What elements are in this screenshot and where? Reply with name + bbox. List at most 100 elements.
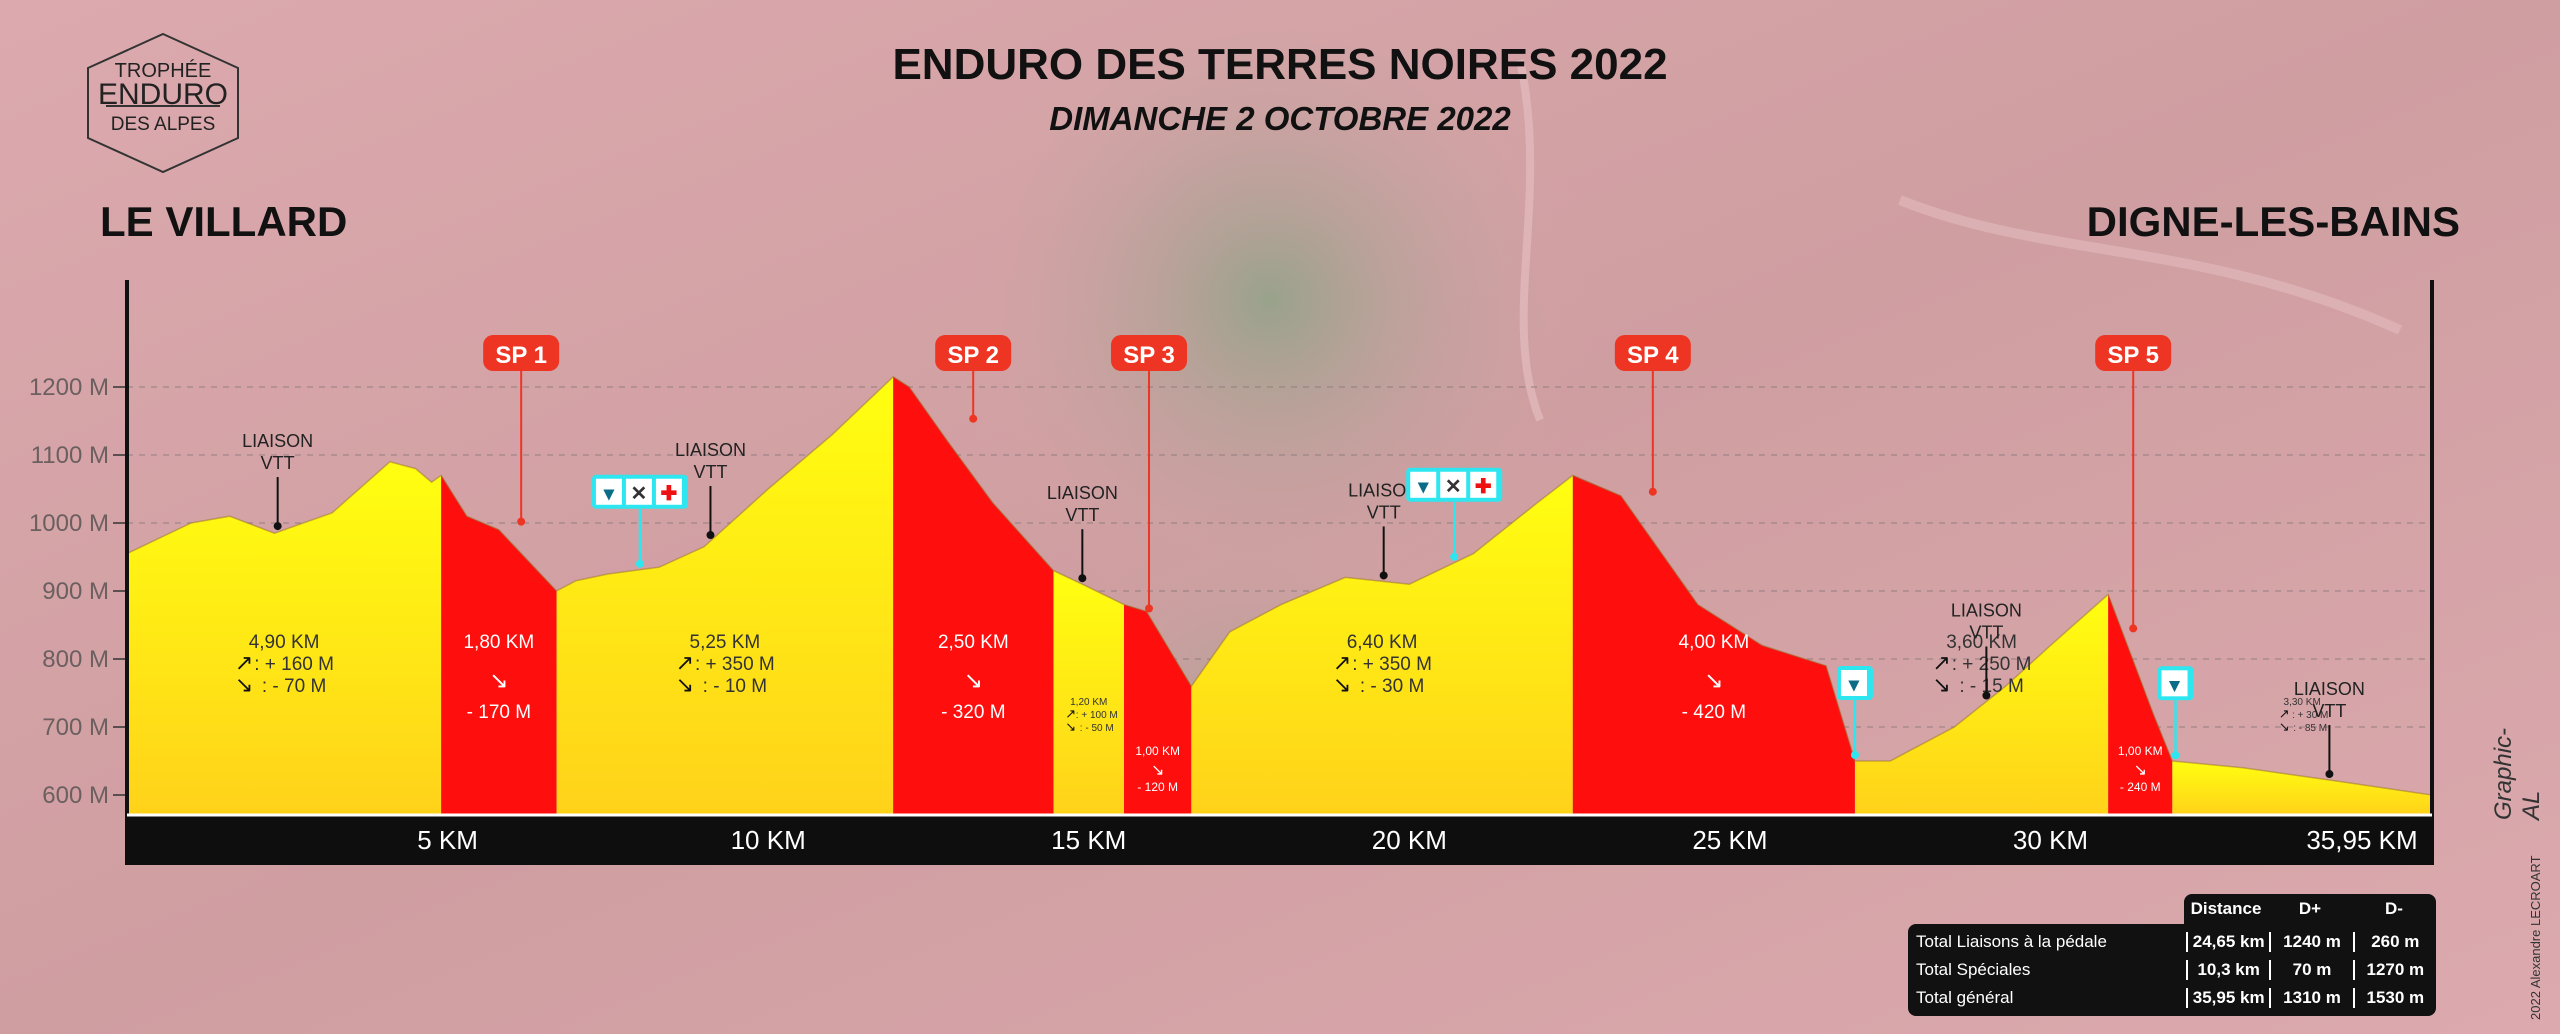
aid-pointer-dot xyxy=(1450,552,1459,561)
descent-arrow: ↘ xyxy=(676,672,694,697)
y-tick-label: 1200 M xyxy=(29,374,109,401)
special-distance: 1,00 KM xyxy=(1135,744,1180,758)
summary-header-distance: Distance xyxy=(2190,899,2262,918)
y-tick-label: 1100 M xyxy=(31,442,109,469)
liaison-label: LIAISON xyxy=(1047,483,1118,503)
special-segment xyxy=(441,475,557,815)
x-tick-label: 35,95 KM xyxy=(2306,825,2417,855)
tools-icon-box xyxy=(1440,471,1467,498)
y-tick-label: 800 M xyxy=(42,646,109,673)
descent-arrow: ↘ xyxy=(964,667,983,693)
page-title: ENDURO DES TERRES NOIRES 2022 xyxy=(892,40,1668,89)
credit-author: 2022 Alexandre LECROART xyxy=(2528,855,2543,1020)
descent-arrow: ↘ xyxy=(235,672,253,697)
y-tick-label: 900 M xyxy=(42,578,109,605)
special-segment xyxy=(1572,475,1855,815)
x-tick-label: 25 KM xyxy=(1692,825,1767,855)
summary-table: Distance D+ D- Total Liaisons à la pédal… xyxy=(1908,894,2436,1016)
liaison-distance: 5,25 KM xyxy=(690,632,761,653)
liaison-label: VTT xyxy=(1969,623,2003,643)
logo-line2: ENDURO xyxy=(97,78,228,111)
summary-header-down: D- xyxy=(2385,899,2403,918)
liaison-label: VTT xyxy=(2312,701,2346,721)
summary-down: 1270 m xyxy=(2352,960,2436,980)
liaison-descent: : - 50 M xyxy=(1080,723,1114,734)
summary-label: Total Spéciales xyxy=(1916,960,2031,979)
liaison-label: LIAISON xyxy=(242,431,313,451)
water-icon-box xyxy=(1840,670,1867,696)
y-tick-label: 1000 M xyxy=(29,510,109,537)
descent-arrow: ↘ xyxy=(1065,719,1076,734)
liaison-segment xyxy=(127,461,442,815)
liaison-segment xyxy=(2172,761,2432,815)
special-badge xyxy=(935,335,1012,371)
special-badge xyxy=(1614,335,1691,371)
ascent-arrow: ↗ xyxy=(235,650,253,675)
badge-pointer-dot xyxy=(969,414,978,423)
x-tick-label: 5 KM xyxy=(417,825,478,855)
liaison-label: VTT xyxy=(261,453,295,473)
special-descent: - 240 M xyxy=(2120,780,2161,794)
liaison-segment xyxy=(1854,594,2109,815)
special-badge xyxy=(1111,335,1188,371)
special-badge-label: SP 4 xyxy=(1627,342,1679,369)
liaison-segment xyxy=(1053,570,1125,815)
water-icon-box xyxy=(2161,670,2188,697)
special-descent: - 420 M xyxy=(1682,702,1746,723)
liaison-distance: 6,40 KM xyxy=(1347,632,1418,653)
badge-pointer-dot xyxy=(1648,487,1657,496)
ascent-arrow: ↗ xyxy=(2279,706,2290,721)
liaison-pointer-dot xyxy=(706,531,715,540)
special-descent: - 120 M xyxy=(1137,780,1178,794)
tools-icon-box xyxy=(625,478,652,505)
liaison-distance: 4,90 KM xyxy=(249,632,320,653)
special-badge-label: SP 1 xyxy=(495,342,547,369)
special-distance: 1,00 KM xyxy=(2118,744,2163,758)
liaison-ascent: : + 30 M xyxy=(2292,710,2328,721)
water-icon: ▾ xyxy=(603,483,615,505)
summary-distance: 24,65 km xyxy=(2186,932,2269,952)
summary-header-up: D+ xyxy=(2298,899,2322,918)
liaison-descent: : - 30 M xyxy=(1360,676,1424,697)
medical-icon-box xyxy=(655,478,682,505)
liaison-pointer-dot xyxy=(273,522,282,531)
special-distance: 4,00 KM xyxy=(1679,632,1750,653)
special-badge-label: SP 3 xyxy=(1123,342,1175,369)
liaison-ascent: : + 350 M xyxy=(695,654,775,675)
liaison-label: LIAISON xyxy=(1951,601,2022,621)
end-place: DIGNE-LES-BAINS xyxy=(2086,198,2460,245)
liaison-ascent: : + 350 M xyxy=(1352,654,1432,675)
aid-pointer-dot xyxy=(2171,751,2180,760)
water-icon-box xyxy=(1410,471,1437,498)
liaison-descent: : - 85 M xyxy=(2293,723,2327,734)
special-descent: - 320 M xyxy=(941,702,1005,723)
water-icon: ▾ xyxy=(2169,674,2181,696)
summary-up: 70 m xyxy=(2269,960,2352,980)
summary-distance: 10,3 km xyxy=(2186,960,2269,980)
profile-line xyxy=(126,375,2433,796)
special-badge xyxy=(2095,335,2172,371)
summary-distance: 35,95 km xyxy=(2186,988,2269,1008)
liaison-segment xyxy=(1191,475,1573,815)
liaison-ascent: : + 160 M xyxy=(254,654,334,675)
summary-up: 1240 m xyxy=(2269,932,2352,952)
ascent-arrow: ↗ xyxy=(676,650,694,675)
special-badge-label: SP 2 xyxy=(947,342,999,369)
special-segment xyxy=(2108,594,2173,815)
liaison-label: VTT xyxy=(693,462,727,482)
special-segment xyxy=(1124,604,1192,815)
ascent-arrow: ↗ xyxy=(1065,706,1076,721)
x-axis-band xyxy=(125,815,2434,865)
aid-pointer-dot xyxy=(1850,751,1859,759)
summary-body: Total Liaisons à la pédale 24,65 km 1240… xyxy=(1908,924,2436,1016)
liaison-segment xyxy=(556,376,894,815)
liaison-pointer-dot xyxy=(1379,571,1388,580)
summary-row-liaisons: Total Liaisons à la pédale 24,65 km 1240… xyxy=(1908,928,2436,956)
aid-pointer-dot xyxy=(635,559,644,568)
special-badge-label: SP 5 xyxy=(2107,342,2159,369)
tools-icon: ✕ xyxy=(1445,476,1462,498)
liaison-ascent: : + 250 M xyxy=(1952,654,2032,675)
y-tick-label: 700 M xyxy=(42,714,109,741)
descent-arrow: ↘ xyxy=(489,667,508,693)
